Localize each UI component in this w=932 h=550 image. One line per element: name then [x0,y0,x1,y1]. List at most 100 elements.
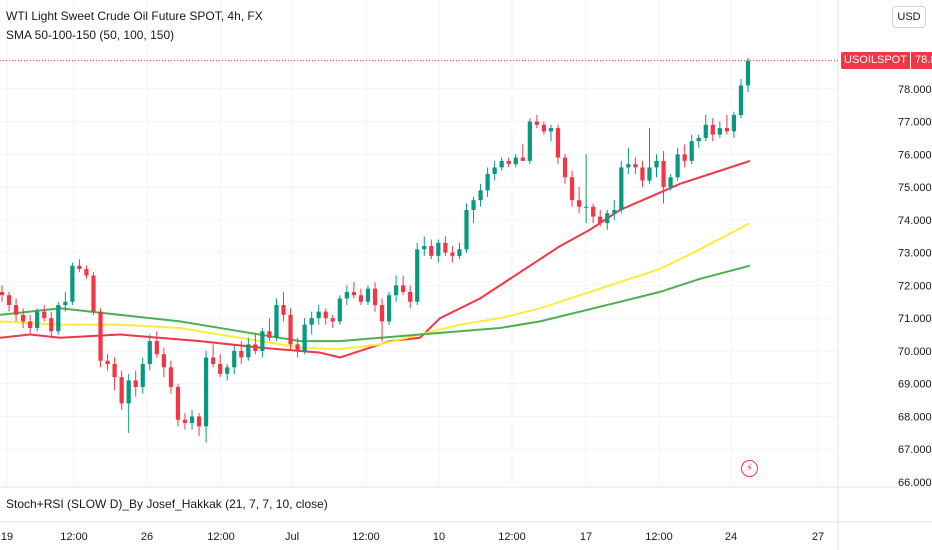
candle [485,167,490,197]
candle [506,157,511,168]
candle [422,236,427,256]
candle [274,298,279,342]
candle [84,265,89,279]
candle [647,128,652,184]
candle-body [323,311,328,319]
candle [21,308,26,328]
price-tick-label: 74.000 [898,215,932,227]
candle [246,337,251,361]
candle-body [717,128,722,135]
candle [112,357,117,391]
candle-body [541,124,547,132]
candle-body [548,128,554,132]
candle [598,210,603,227]
time-tick-label: Jul [285,531,299,543]
price-tick-label: 69.000 [898,379,932,391]
candle-body [365,288,371,302]
candle-body [351,291,356,296]
candle-body [731,114,737,132]
chart-title[interactable]: WTI Light Sweet Crude Oil Future SPOT, 4… [6,9,263,23]
candle [619,160,624,214]
candle-body [358,295,364,302]
candle-body [288,314,293,345]
candle [429,239,434,260]
currency-button[interactable]: USD [892,6,926,28]
candle-body [527,121,532,161]
candle [196,413,202,437]
candle-body [84,269,89,276]
candle [175,383,181,427]
time-tick-label: 27 [812,531,824,543]
candle [330,314,335,328]
candle-body [6,295,12,306]
candle [534,114,539,129]
price-tick-label: 75.000 [898,182,932,194]
lightning-icon[interactable]: ⚡ [741,460,758,477]
candle [77,259,82,273]
candle-body [429,246,434,256]
price-tick-label: 68.000 [898,411,932,423]
candle-body [0,291,5,296]
candle-body [633,164,638,168]
price-tick-label: 77.000 [898,117,932,129]
candle-body [576,200,582,207]
candle [499,157,504,171]
time-axis: 19 12:00 26 12:00 Jul 12:00 10 12:00 17 12:00 24 27 [1,531,824,543]
candle [541,121,547,135]
candle-body [668,177,673,188]
candle [520,144,525,161]
candle [119,370,124,410]
candle-body [133,380,138,387]
candle-body [745,60,751,86]
candle-body [147,341,152,365]
candles [0,57,751,443]
candle-body [13,305,19,315]
candle [675,147,680,181]
candle [408,285,413,309]
time-tick-label: 12:00 [352,531,380,543]
candle [372,282,378,312]
time-tick-label: 24 [725,531,737,543]
price-axis: 66.000 67.000 68.000 69.000 70.000 71.000 72.0… [898,84,932,489]
candle [253,334,258,355]
candle-body [337,298,342,322]
candle [717,121,722,138]
candle [464,203,469,253]
candle [42,305,47,322]
candle-body [77,265,82,269]
candle-body [661,160,666,188]
time-tick-label: 12:00 [645,531,673,543]
candle-body [408,291,413,302]
price-tick-label: 72.000 [898,280,932,292]
candle-body [140,364,145,387]
candle [337,295,342,325]
candle [682,144,687,168]
candle [640,160,645,188]
sma-lines [0,159,751,359]
candle-body [246,344,251,358]
candle [471,196,476,224]
time-tick-label: 17 [580,531,592,543]
candle-body [605,213,610,224]
candle [323,308,328,325]
candle-body [710,124,715,135]
candle-body [274,305,279,338]
candle [668,173,673,191]
sma-legend[interactable]: SMA 50-100-150 (50, 100, 150) [6,28,175,42]
candle [140,357,145,394]
candle [527,118,532,165]
oscillator-legend[interactable]: Stoch+RSI (SLOW D)_By Josef_Hakkak (21, … [6,497,328,511]
candle-body [28,321,33,328]
candle-body [436,242,441,256]
candle [63,291,68,312]
candle-body [555,128,561,158]
candle [492,160,497,181]
candle-body [626,164,631,168]
candle-body [394,285,399,296]
candle [584,154,589,224]
candle-body [520,157,525,161]
candle-body [499,160,504,168]
time-tick-label: 26 [141,531,153,543]
candle [13,298,19,322]
